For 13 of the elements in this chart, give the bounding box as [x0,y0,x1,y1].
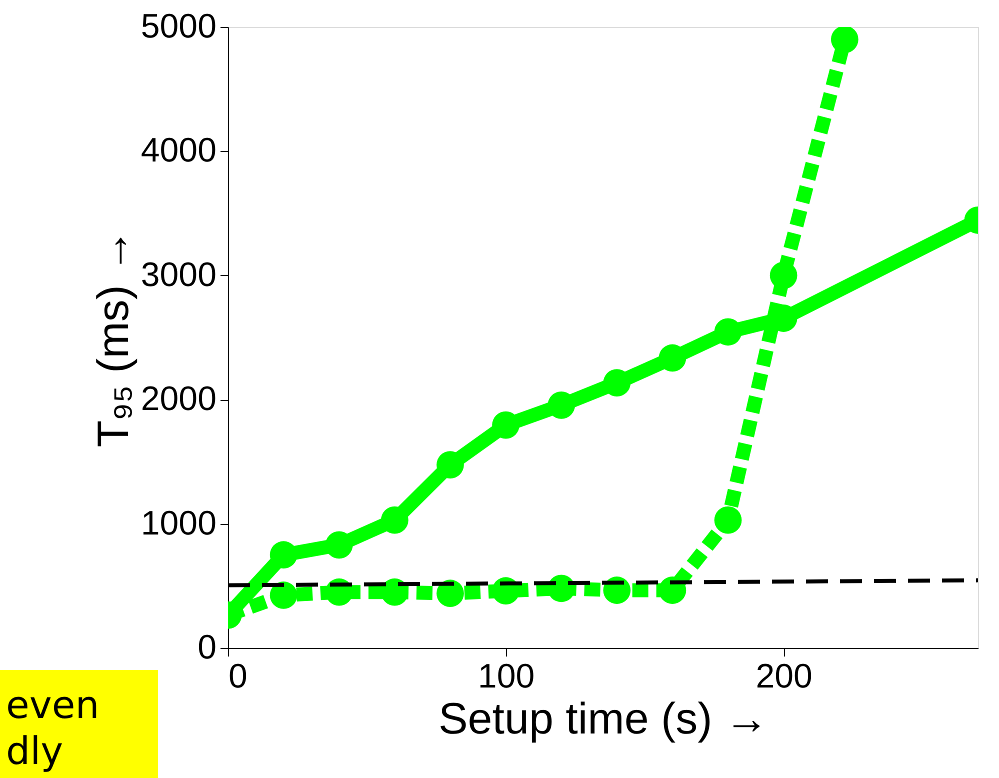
y-tick-label: 5000 [140,8,216,46]
y-tick-label: 3000 [140,256,216,294]
y-tick-label: 4000 [140,132,216,170]
y-tick-label: 1000 [140,504,216,542]
y-tick-label: 0 [198,628,216,666]
x-tick-label: 100 [478,658,535,696]
x-tick-label: 0 [228,658,248,696]
y-tick-label: 2000 [140,380,216,418]
y-axis-title: T₉₅ (ms) → [88,228,138,448]
x-tick-label: 200 [756,658,812,696]
x-axis-title: Setup time (s) → [438,694,769,744]
text: dly [6,729,64,773]
text: even [6,683,100,727]
